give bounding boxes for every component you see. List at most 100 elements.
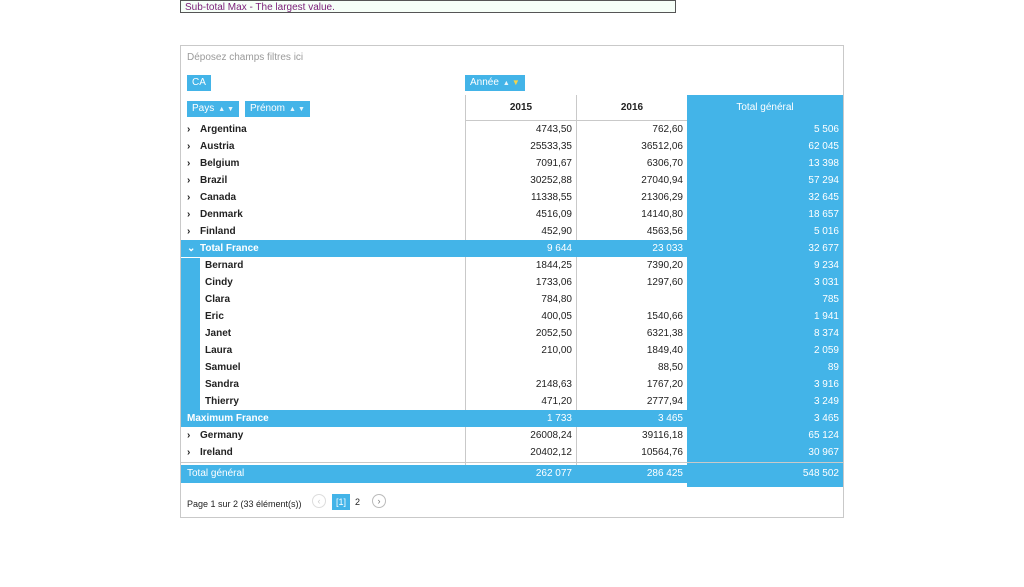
cell-2016: 6321,38 bbox=[646, 328, 683, 339]
row-label: Belgium bbox=[200, 158, 240, 169]
chevron-right-icon[interactable]: › bbox=[187, 226, 191, 237]
chevron-down-icon[interactable]: ⌄ bbox=[187, 243, 196, 254]
table-row[interactable]: Eric 400,05 1540,66 1 941 bbox=[181, 308, 843, 325]
group-total-row[interactable]: ⌄ Total France 9 644 23 033 32 677 bbox=[181, 240, 843, 257]
page-2-button[interactable]: 2 bbox=[355, 497, 361, 507]
table-row[interactable]: Sandra 2148,63 1767,20 3 916 bbox=[181, 376, 843, 393]
chevron-right-icon[interactable]: › bbox=[187, 192, 191, 203]
cell-total: 8 374 bbox=[813, 328, 839, 339]
cell-total: 5 506 bbox=[813, 124, 839, 135]
cell-2016: 7390,20 bbox=[646, 260, 683, 271]
row-field-chip-pays[interactable]: Pays ▲ ▼ bbox=[187, 101, 240, 117]
cell-total: 1 941 bbox=[813, 311, 839, 322]
chevron-right-icon[interactable]: › bbox=[187, 430, 191, 441]
chevron-right-icon[interactable]: › bbox=[187, 124, 191, 135]
cell-total: 32 645 bbox=[808, 192, 839, 203]
row-label: Sandra bbox=[205, 379, 239, 390]
chevron-right-icon[interactable]: › bbox=[187, 209, 191, 220]
filter-icon[interactable]: ▼ bbox=[297, 106, 305, 113]
chevron-right-icon[interactable]: › bbox=[187, 158, 191, 169]
row-divider bbox=[181, 462, 843, 463]
row-label: Total général bbox=[187, 468, 245, 479]
cell-2015: 4516,09 bbox=[535, 209, 572, 220]
cell-2016: 1297,60 bbox=[646, 277, 683, 288]
row-label: Germany bbox=[200, 430, 244, 441]
group-max-row[interactable]: Maximum France 1 733 3 465 3 465 bbox=[181, 410, 843, 427]
row-label: Ireland bbox=[200, 447, 233, 458]
cell-2016: 3 465 bbox=[657, 413, 683, 424]
table-row[interactable]: › Austria 25533,35 36512,06 62 045 bbox=[181, 138, 843, 155]
cell-2015: 1 733 bbox=[546, 413, 572, 424]
next-page-icon[interactable]: › bbox=[372, 494, 386, 508]
cell-2016: 88,50 bbox=[657, 362, 683, 373]
table-row[interactable]: Thierry 471,20 2777,94 3 249 bbox=[181, 393, 843, 410]
table-row[interactable]: › Denmark 4516,09 14140,80 18 657 bbox=[181, 206, 843, 223]
table-row[interactable]: › Belgium 7091,67 6306,70 13 398 bbox=[181, 155, 843, 172]
column-divider bbox=[576, 121, 577, 465]
cell-2016: 27040,94 bbox=[641, 175, 683, 186]
cell-2015: 25533,35 bbox=[530, 141, 572, 152]
table-row[interactable]: › Canada 11338,55 21306,29 32 645 bbox=[181, 189, 843, 206]
row-label: Janet bbox=[205, 328, 232, 339]
cell-total: 57 294 bbox=[808, 175, 839, 186]
cell-2015: 452,90 bbox=[541, 226, 572, 237]
table-row[interactable]: Clara 784,80 785 bbox=[181, 291, 843, 308]
row-label: Bernard bbox=[205, 260, 244, 271]
cell-2015: 20402,12 bbox=[530, 447, 572, 458]
column-header-2015[interactable]: 2015 bbox=[465, 95, 576, 121]
sort-icon[interactable]: ▲ bbox=[289, 106, 296, 113]
table-row[interactable]: › Argentina 4743,50 762,60 5 506 bbox=[181, 121, 843, 138]
row-label: Denmark bbox=[200, 209, 243, 220]
row-label: Canada bbox=[200, 192, 237, 203]
row-label: Argentina bbox=[200, 124, 247, 135]
filter-icon[interactable]: ▼ bbox=[227, 106, 235, 113]
cell-total: 5 016 bbox=[813, 226, 839, 237]
table-row[interactable]: › Germany 26008,24 39116,18 65 124 bbox=[181, 427, 843, 444]
chevron-right-icon[interactable]: › bbox=[187, 141, 191, 152]
data-field-chip[interactable]: CA bbox=[187, 75, 211, 91]
chevron-right-icon[interactable]: › bbox=[187, 175, 191, 186]
prev-page-icon[interactable]: ‹ bbox=[312, 494, 326, 508]
caption-bar: Sub-total Max - The largest value. bbox=[180, 0, 676, 13]
cell-total: 785 bbox=[822, 294, 839, 305]
table-row[interactable]: Janet 2052,50 6321,38 8 374 bbox=[181, 325, 843, 342]
cell-total: 3 916 bbox=[813, 379, 839, 390]
column-field-chip[interactable]: Année ▲ ▼ bbox=[465, 75, 525, 91]
sort-icon[interactable]: ▲ bbox=[502, 80, 510, 87]
table-row[interactable]: Laura 210,00 1849,40 2 059 bbox=[181, 342, 843, 359]
table-row[interactable]: Cindy 1733,06 1297,60 3 031 bbox=[181, 274, 843, 291]
row-field-chip-prenom[interactable]: Prénom ▲ ▼ bbox=[245, 101, 310, 117]
cell-2015: 2052,50 bbox=[535, 328, 572, 339]
cell-2016: 1767,20 bbox=[646, 379, 683, 390]
filter-drop-zone[interactable]: Déposez champs filtres ici bbox=[187, 52, 304, 63]
page-1-button[interactable]: [1] bbox=[332, 494, 351, 510]
table-row[interactable]: Samuel 88,50 89 bbox=[181, 359, 843, 376]
table-row[interactable]: › Brazil 30252,88 27040,94 57 294 bbox=[181, 172, 843, 189]
cell-2015: 9 644 bbox=[546, 243, 572, 254]
row-label: Laura bbox=[205, 345, 233, 356]
table-row[interactable]: Bernard 1844,25 7390,20 9 234 bbox=[181, 257, 843, 274]
column-divider bbox=[465, 121, 466, 465]
cell-2015: 4743,50 bbox=[535, 124, 572, 135]
cell-2016: 10564,76 bbox=[641, 447, 683, 458]
data-field-label: CA bbox=[192, 77, 206, 88]
chevron-right-icon[interactable]: › bbox=[187, 447, 191, 458]
cell-2016: 23 033 bbox=[652, 243, 683, 254]
row-label: Total France bbox=[200, 243, 259, 254]
cell-total: 2 059 bbox=[813, 345, 839, 356]
filter-icon[interactable]: ▼ bbox=[511, 78, 520, 87]
grand-total-row: Total général 262 077 286 425 548 502 bbox=[181, 465, 843, 483]
cell-2016: 762,60 bbox=[652, 124, 683, 135]
sort-icon[interactable]: ▲ bbox=[218, 106, 226, 113]
cell-2015: 210,00 bbox=[541, 345, 572, 356]
row-label: Thierry bbox=[205, 396, 239, 407]
row-label: Eric bbox=[205, 311, 224, 322]
column-header-2016[interactable]: 2016 bbox=[576, 95, 687, 121]
row-label: Finland bbox=[200, 226, 236, 237]
row-label: Cindy bbox=[205, 277, 233, 288]
table-row[interactable]: › Ireland 20402,12 10564,76 30 967 bbox=[181, 444, 843, 461]
table-row[interactable]: › Finland 452,90 4563,56 5 016 bbox=[181, 223, 843, 240]
row-field-label: Prénom bbox=[250, 103, 286, 114]
cell-2015: 2148,63 bbox=[535, 379, 572, 390]
cell-2016: 1849,40 bbox=[646, 345, 683, 356]
